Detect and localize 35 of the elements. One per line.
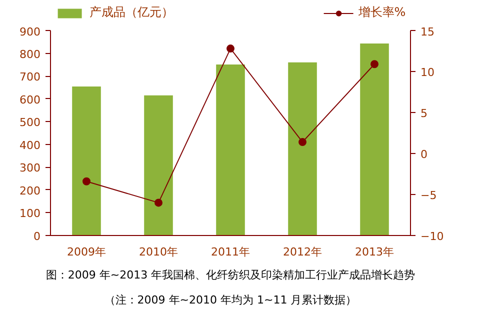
x-tick-label: 2011年: [211, 246, 250, 258]
text: （注：2009 年~2010 年均为 1~11 月累计数据）: [104, 294, 357, 306]
y2-tick-label: 0: [420, 148, 428, 161]
legend-label: 增长率%: [358, 4, 406, 21]
point: [82, 177, 90, 186]
y-tick-label: 500: [20, 116, 41, 130]
text: 图：2009 年~2013 年我国棉、化纤纺织及印染精加工行业产成品增长趋势: [46, 268, 416, 282]
point: [370, 60, 378, 68]
y2-tick-label: −5: [420, 189, 437, 202]
y-tick-label: 700: [20, 70, 41, 84]
point: [154, 198, 162, 207]
y-tick-label: 600: [20, 93, 41, 106]
y2-tick-label: 10: [420, 66, 434, 79]
point: [226, 44, 234, 53]
x-tick-label: 2010年: [139, 246, 178, 258]
x-tick-label: 2009年: [67, 246, 106, 258]
y-tick-label: 800: [20, 48, 41, 61]
y-tick-label: 900: [20, 26, 41, 38]
bar: [144, 95, 173, 236]
bar: [216, 64, 245, 236]
x-tick-label: 2013年: [355, 246, 394, 258]
y-tick-label: 100: [20, 207, 41, 220]
bar: [288, 62, 317, 236]
bar: [360, 43, 389, 236]
y2-tick-label: −10: [420, 230, 444, 243]
x-tick-label: 2012年: [283, 246, 322, 258]
y-tick-label: 300: [20, 162, 41, 175]
y-tick-label: 200: [20, 184, 41, 198]
y2-tick-label: 5: [420, 107, 428, 120]
legend-label: 产成品（亿元）: [89, 4, 174, 21]
point: [298, 138, 306, 146]
y-tick-label: 400: [20, 138, 41, 152]
y2-tick-label: 15: [420, 26, 434, 38]
y-tick-label: 0: [34, 230, 40, 243]
bar: [72, 86, 101, 236]
